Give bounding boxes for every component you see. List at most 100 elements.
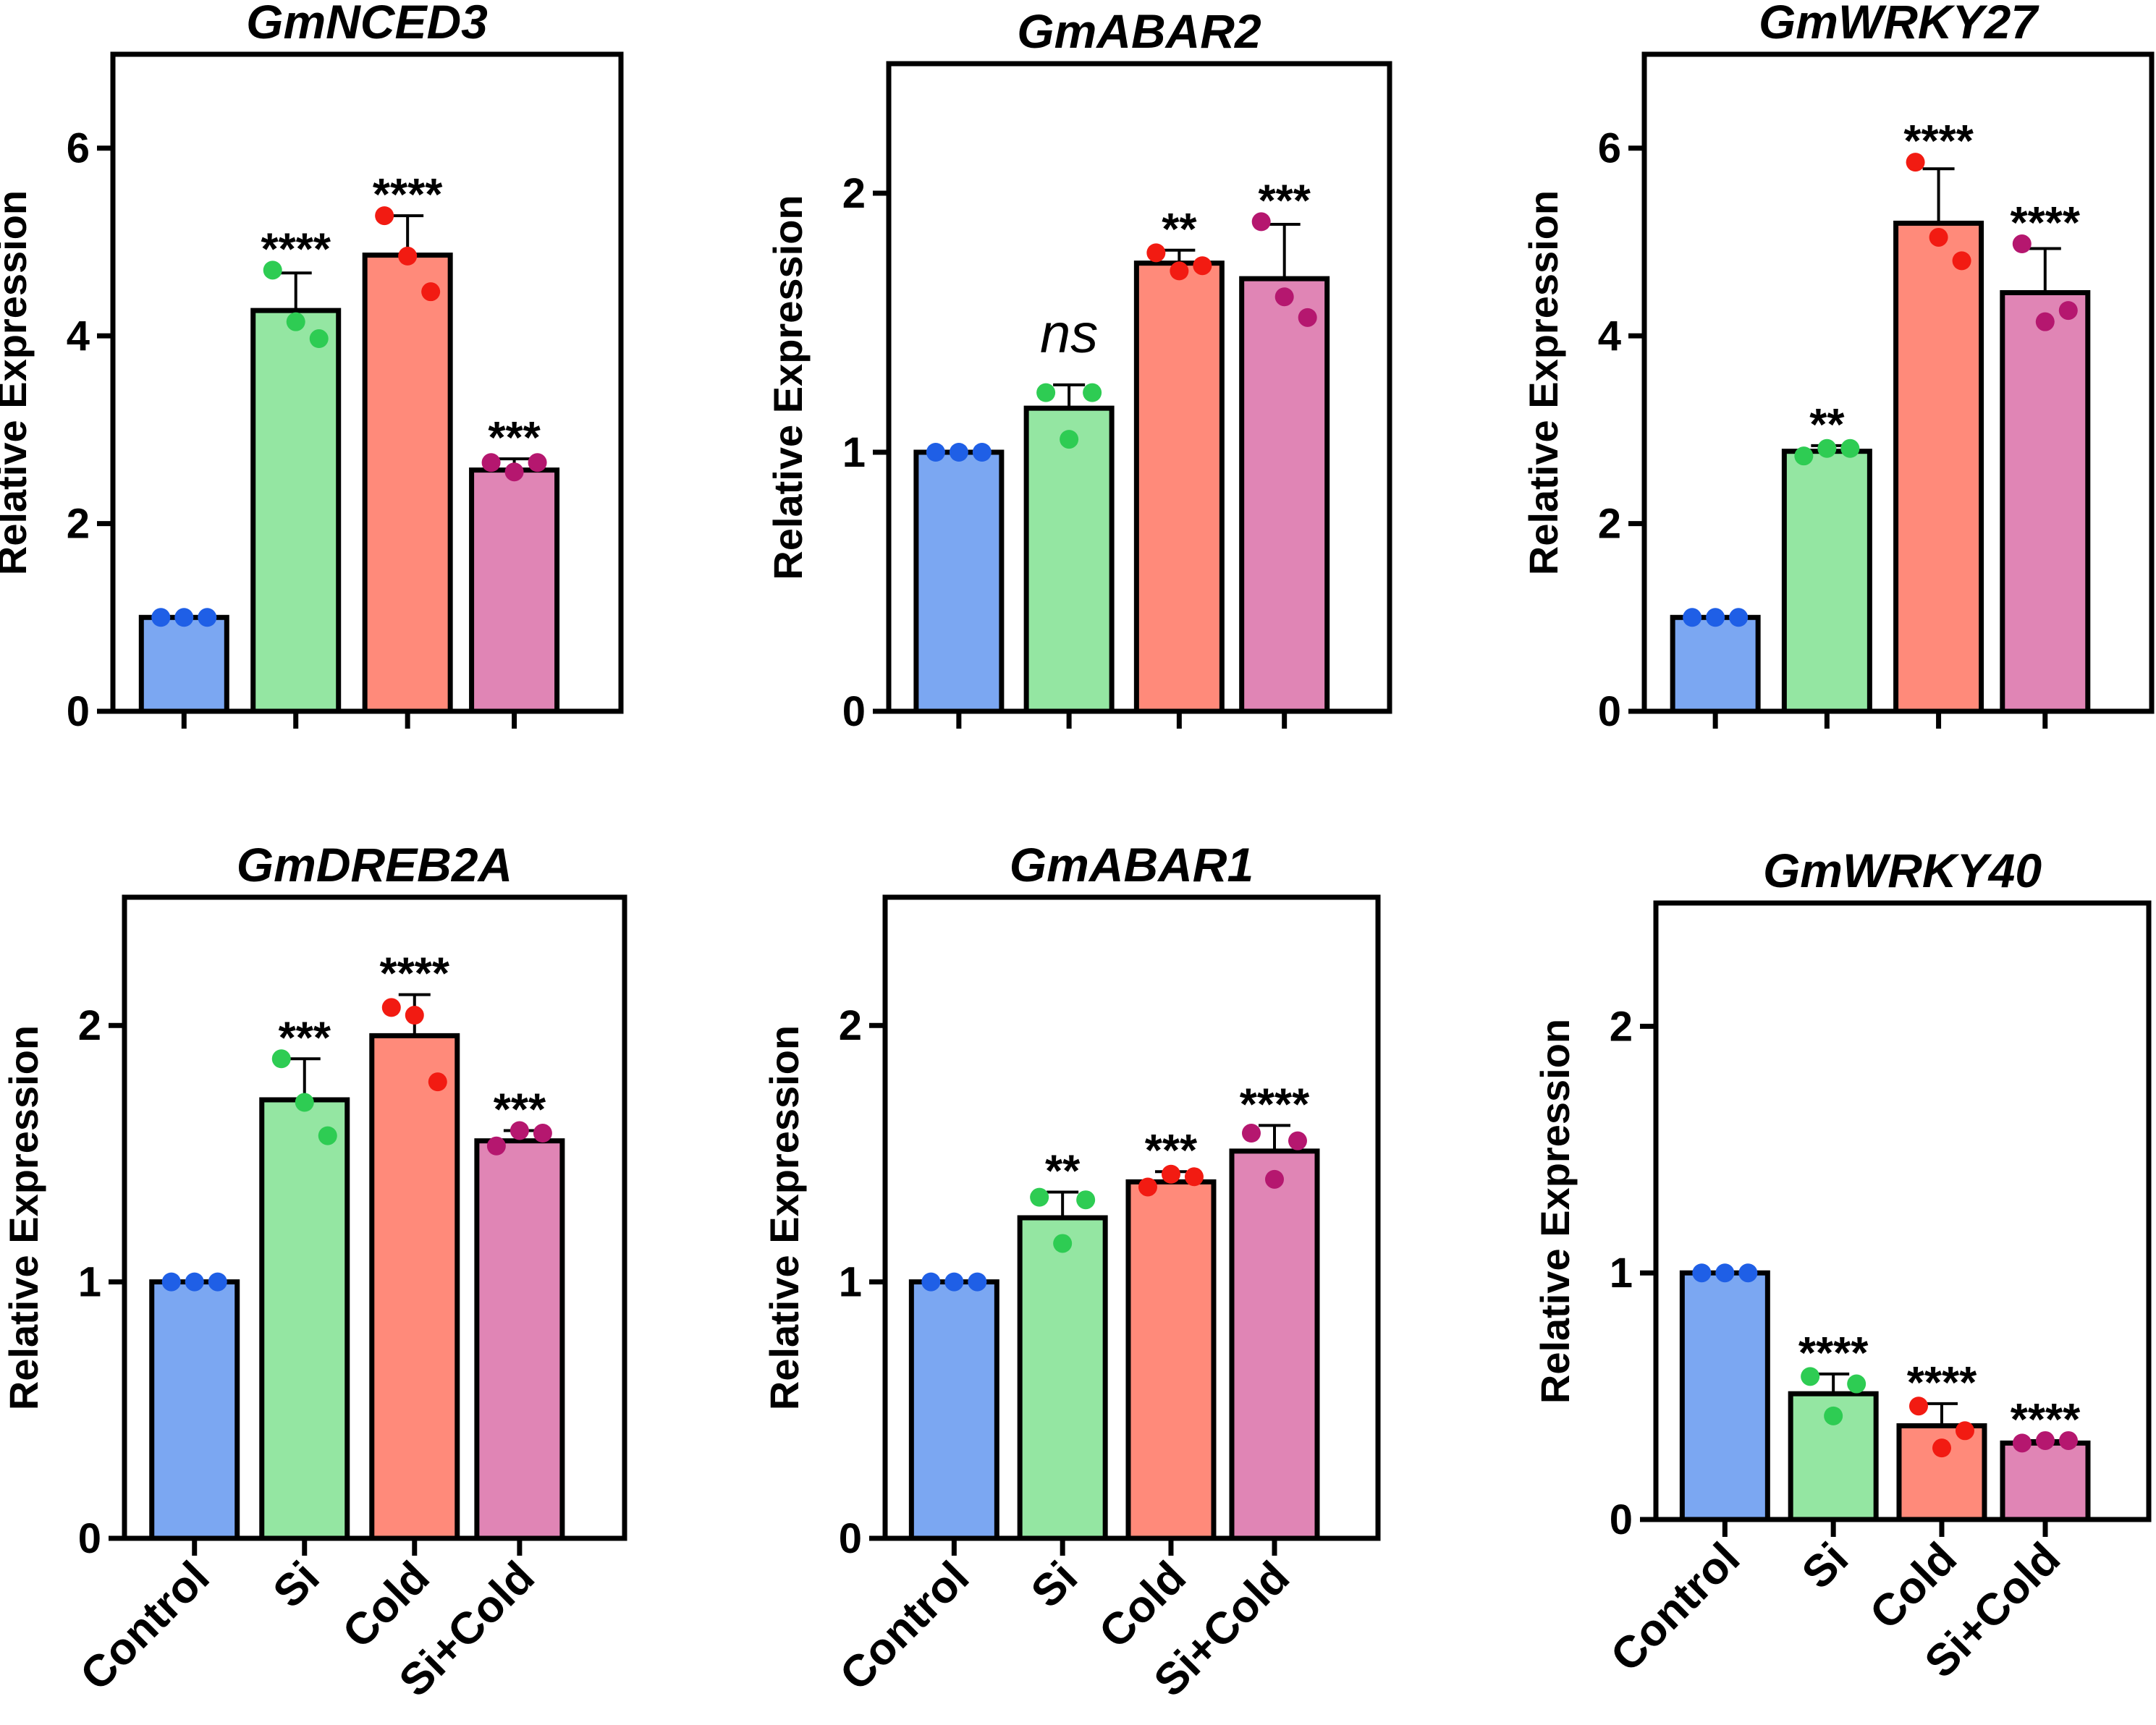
data-point: [1929, 227, 1948, 247]
bar-Si: [259, 1097, 350, 1541]
data-point: [1801, 1367, 1820, 1386]
x-category-label: Control: [71, 1552, 219, 1700]
y-tick-label: 0: [67, 688, 90, 735]
data-point: [1706, 608, 1725, 627]
significance-label: ****: [2011, 198, 2081, 248]
bar-Cold: [1893, 220, 1984, 714]
bar-Si+Cold: [1239, 276, 1330, 714]
significance-label: ****: [261, 224, 331, 274]
bar-Cold: [369, 1033, 460, 1541]
bar-Control: [913, 449, 1005, 714]
bar-Cold: [362, 253, 453, 714]
x-category-label: Si: [1793, 1533, 1858, 1598]
data-point: [1715, 1263, 1735, 1283]
data-point: [1170, 261, 1189, 281]
significance-label: ***: [494, 1085, 546, 1135]
data-point: [1274, 287, 1294, 307]
significance-label: ****: [2011, 1395, 2081, 1445]
data-point: [481, 453, 501, 472]
data-point: [1030, 1187, 1049, 1207]
data-point: [1053, 1234, 1073, 1253]
data-point: [1251, 212, 1271, 232]
data-point: [926, 443, 945, 462]
data-point: [1955, 1421, 1974, 1441]
significance-label: ***: [1258, 176, 1311, 226]
y-tick-label: 2: [78, 1002, 101, 1049]
y-tick-label: 0: [1610, 1496, 1633, 1543]
bar-Si+Cold: [1229, 1148, 1320, 1541]
bar-Cold: [1125, 1179, 1217, 1541]
y-tick-label: 1: [842, 429, 866, 476]
data-point: [1692, 1263, 1712, 1283]
data-point: [1146, 243, 1166, 263]
bar-Si+Cold: [2000, 1440, 2091, 1522]
data-point: [375, 206, 394, 226]
data-point: [1076, 1190, 1096, 1210]
chart-title: GmABAR2: [1017, 4, 1261, 58]
y-tick-label: 0: [839, 1515, 862, 1562]
data-point: [405, 1006, 424, 1025]
y-tick-label: 1: [1610, 1250, 1633, 1297]
y-tick-label: 0: [842, 688, 866, 735]
bar-Si: [250, 308, 342, 714]
x-category-label: Control: [831, 1552, 979, 1700]
data-point: [1840, 438, 1860, 458]
data-point: [309, 329, 329, 349]
y-tick-label: 1: [78, 1259, 101, 1306]
data-point: [1138, 1177, 1157, 1197]
chart-title: GmNCED3: [246, 0, 488, 48]
data-point: [2058, 1431, 2078, 1450]
bar-Si: [1023, 405, 1115, 714]
data-point: [1817, 438, 1837, 458]
y-axis-label: Relative Expression: [1521, 190, 1566, 575]
plot-frame: [110, 51, 624, 714]
data-point: [2035, 1431, 2055, 1450]
bar-Si+Cold: [474, 1138, 565, 1541]
y-axis-label: Relative Expression: [1, 1025, 46, 1410]
significance-label: ****: [1907, 1358, 1977, 1408]
data-point: [318, 1126, 337, 1145]
data-point: [421, 282, 441, 302]
significance-label: ****: [1903, 116, 1974, 166]
chart-panel-GmABAR1: GmABAR1 Relative Expression 0 1 2 Control ** Si…: [761, 838, 1381, 1706]
y-tick-label: 2: [839, 1002, 862, 1049]
y-axis-label: Relative Expression: [1532, 1019, 1578, 1404]
plot-frame: [1653, 900, 2152, 1522]
data-point: [1683, 608, 1702, 627]
data-point: [1298, 308, 1317, 327]
significance-label: **: [1045, 1147, 1081, 1197]
data-point: [1264, 1169, 1284, 1189]
data-point: [533, 1124, 552, 1143]
data-point: [1729, 608, 1749, 627]
data-point: [151, 608, 171, 627]
data-point: [944, 1272, 964, 1292]
chart-title: GmABAR1: [1010, 838, 1254, 891]
x-category-label: Control: [1602, 1533, 1750, 1682]
data-point: [295, 1093, 314, 1112]
y-axis-label: Relative Expression: [765, 195, 811, 580]
y-tick-label: 6: [1598, 125, 1621, 172]
data-point: [972, 443, 992, 462]
y-tick-label: 1: [839, 1259, 862, 1306]
y-tick-label: 2: [1610, 1003, 1633, 1050]
data-point: [2035, 312, 2055, 331]
data-point: [1906, 153, 1925, 172]
significance-label: ns: [1040, 303, 1098, 365]
y-tick-label: 2: [67, 501, 90, 548]
significance-label: ***: [279, 1013, 331, 1063]
data-point: [510, 1121, 529, 1140]
data-point: [1794, 446, 1814, 466]
data-point: [1847, 1374, 1867, 1394]
data-point: [1952, 251, 1971, 271]
plot-frame: [886, 61, 1392, 714]
significance-label: ***: [1145, 1126, 1198, 1176]
significance-label: ****: [380, 949, 450, 999]
plot-frame: [122, 894, 627, 1541]
data-point: [198, 608, 217, 627]
bar-Cold: [1133, 260, 1225, 714]
data-point: [398, 246, 418, 266]
plot-frame: [1641, 51, 2155, 714]
